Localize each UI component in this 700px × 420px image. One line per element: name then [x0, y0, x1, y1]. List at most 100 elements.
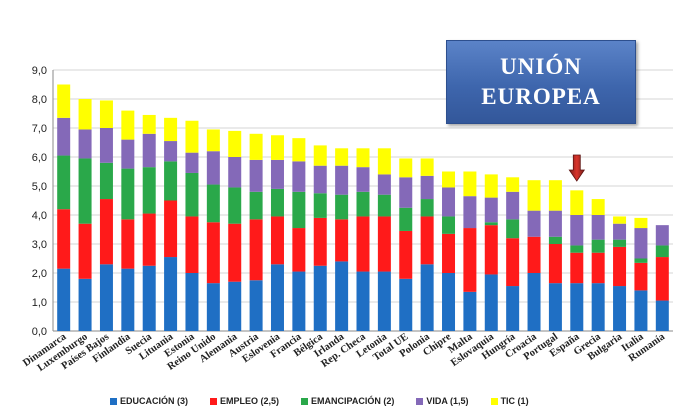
- bar-segment: [399, 158, 413, 178]
- bar-segment: [506, 191, 520, 220]
- legend-label: EMPLEO (2,5): [220, 396, 280, 406]
- bar-segment: [206, 222, 220, 284]
- bar-segment: [463, 228, 477, 292]
- bar-segment: [377, 174, 391, 195]
- bar-segment: [591, 239, 605, 253]
- bar-segment: [356, 148, 370, 168]
- y-tick-label: 3,0: [32, 239, 47, 251]
- bar-segment: [463, 291, 477, 331]
- bar-segment: [527, 273, 541, 331]
- bar-segment: [570, 190, 584, 215]
- bar-segment: [206, 129, 220, 152]
- bar-segment: [634, 262, 648, 291]
- bar-segment: [634, 217, 648, 229]
- bar-segment: [548, 244, 562, 284]
- bar-segment: [99, 128, 113, 163]
- bar-segment: [613, 246, 627, 287]
- bar-segment: [655, 245, 669, 258]
- bar-segment: [591, 199, 605, 215]
- bar-segment: [356, 167, 370, 192]
- bar-segment: [377, 216, 391, 272]
- bar-segment: [142, 167, 156, 214]
- bar-segment: [57, 84, 71, 118]
- bar-segment: [292, 191, 306, 229]
- bar-segment: [634, 290, 648, 331]
- bar-segment: [655, 257, 669, 301]
- y-tick-label: 6,0: [32, 152, 47, 164]
- bar-segment: [527, 180, 541, 211]
- bar-segment: [164, 257, 178, 331]
- bar-segment: [442, 187, 456, 217]
- bar-segment: [249, 133, 263, 160]
- legend-label: EMANCIPACIÓN (2): [311, 396, 395, 406]
- bar-segment: [206, 283, 220, 331]
- bar-segment: [506, 238, 520, 287]
- bar-segment: [313, 165, 327, 194]
- bar-segment: [399, 230, 413, 279]
- bar-segment: [142, 114, 156, 134]
- bar-segment: [442, 273, 456, 331]
- bar-segment: [570, 215, 584, 246]
- bar-segment: [57, 268, 71, 331]
- bar-segment: [142, 213, 156, 266]
- bar-segment: [591, 252, 605, 284]
- bar-segment: [506, 177, 520, 192]
- bar-segment: [335, 165, 349, 195]
- bar-segment: [570, 283, 584, 331]
- legend-item: EMANCIPACIÓN (2): [301, 396, 394, 406]
- banner-line-1: UNIÓN: [500, 54, 582, 79]
- bar-segment: [185, 216, 199, 273]
- legend-item: EMPLEO (2,5): [210, 396, 279, 406]
- bar-segment: [442, 171, 456, 188]
- bar-segment: [356, 216, 370, 272]
- bar-segment: [420, 199, 434, 217]
- bar-segment: [206, 151, 220, 185]
- chart-legend: EDUCACIÓN (3) EMPLEO (2,5) EMANCIPACIÓN (2…: [110, 394, 551, 408]
- bar-segment: [228, 157, 242, 188]
- bar-segment: [570, 245, 584, 253]
- bar-segment: [121, 110, 135, 140]
- bar-segment: [292, 228, 306, 272]
- bar-segment: [442, 233, 456, 273]
- bar-segment: [484, 274, 498, 331]
- bar-segment: [613, 239, 627, 247]
- bar-segment: [270, 264, 284, 331]
- bar-segment: [399, 278, 413, 331]
- bar-segment: [313, 145, 327, 166]
- bar-segment: [527, 210, 541, 237]
- bar-segment: [591, 215, 605, 240]
- bar-segment: [249, 159, 263, 192]
- highlight-marker: [568, 154, 586, 182]
- bar-segment: [377, 194, 391, 217]
- bar-segment: [335, 261, 349, 331]
- bar-segment: [570, 252, 584, 284]
- bar-segment: [270, 135, 284, 160]
- bar-segment: [613, 216, 627, 224]
- bar-segment: [228, 130, 242, 157]
- bar-segment: [399, 207, 413, 231]
- bar-segment: [142, 265, 156, 331]
- bar-segment: [99, 162, 113, 200]
- legend-swatch: [301, 397, 309, 405]
- bar-segment: [121, 168, 135, 220]
- bar-segment: [377, 148, 391, 175]
- bar-segment: [313, 217, 327, 266]
- bar-segment: [613, 223, 627, 240]
- bar-segment: [78, 223, 92, 279]
- bar-segment: [484, 174, 498, 198]
- bar-segment: [634, 258, 648, 263]
- bar-segment: [228, 281, 242, 331]
- bar-segment: [270, 159, 284, 189]
- bar-segment: [206, 184, 220, 223]
- bar-segment: [548, 210, 562, 237]
- legend-item: EDUCACIÓN (3): [110, 396, 188, 406]
- bar-segment: [313, 193, 327, 218]
- bar-segment: [78, 158, 92, 224]
- bar-segment: [399, 177, 413, 208]
- y-tick-label: 8,0: [32, 94, 47, 106]
- bar-segment: [506, 219, 520, 239]
- bar-segment: [506, 286, 520, 331]
- legend-item: TIC (1): [490, 396, 529, 406]
